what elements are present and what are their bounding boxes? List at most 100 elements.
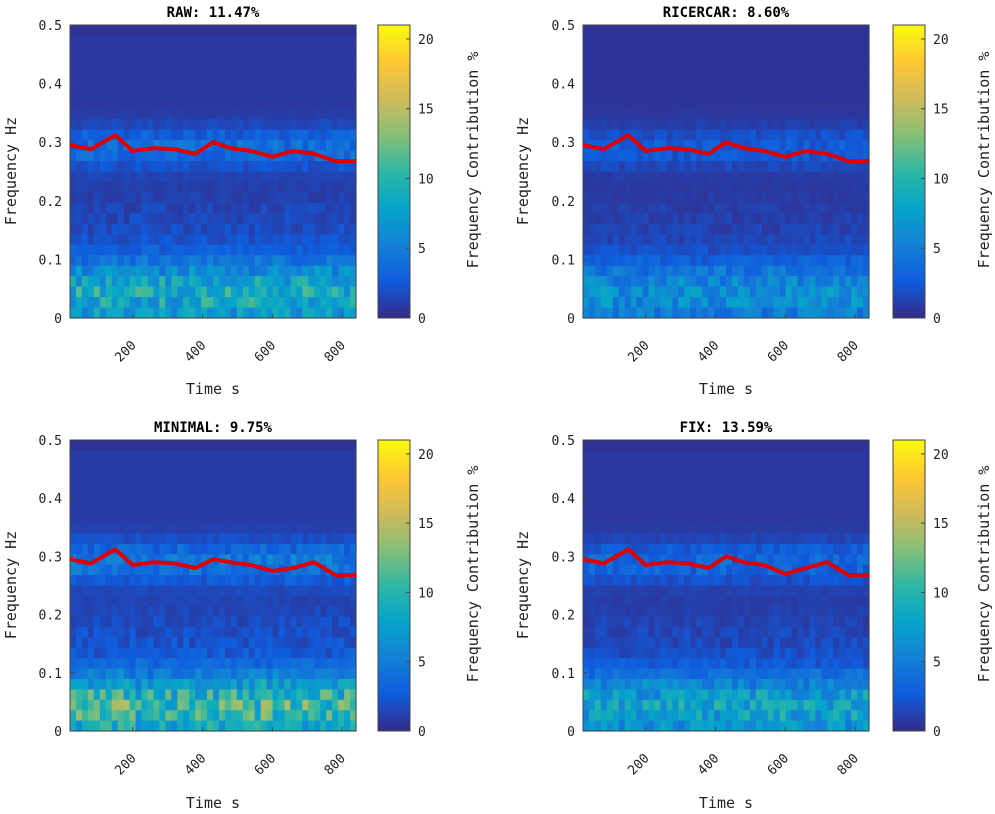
heatmap-cell <box>594 234 602 246</box>
heatmap-cell <box>123 213 131 225</box>
heatmap-cell <box>290 533 298 545</box>
heatmap-cell <box>75 460 83 472</box>
heatmap-cell <box>201 181 208 194</box>
heatmap-cell <box>93 234 101 246</box>
heatmap-cell <box>272 689 280 701</box>
heatmap-cell <box>278 234 286 246</box>
heatmap-cell <box>791 502 799 514</box>
heatmap-cell <box>117 512 125 524</box>
heatmap-cell <box>755 502 763 514</box>
heatmap-cell <box>827 181 834 194</box>
heatmap-cell <box>863 471 870 483</box>
heatmap-cell <box>654 244 662 256</box>
heatmap-cell <box>350 171 357 183</box>
heatmap-cell <box>147 606 155 618</box>
heatmap-cell <box>743 471 751 483</box>
heatmap-cell <box>785 491 793 503</box>
heatmap-cell <box>129 689 137 701</box>
heatmap-cell <box>731 543 739 555</box>
heatmap-cell <box>755 244 763 256</box>
heatmap-cell <box>594 98 602 110</box>
heatmap-cell <box>177 647 184 659</box>
heatmap-cell <box>737 606 745 618</box>
heatmap-cell <box>105 491 113 503</box>
heatmap-cell <box>111 87 119 99</box>
heatmap-cell <box>672 119 679 131</box>
heatmap-cell <box>278 471 286 483</box>
heatmap-cell <box>302 637 309 649</box>
heatmap-cell <box>648 192 656 204</box>
heatmap-cell <box>642 297 650 309</box>
heatmap-cell <box>99 647 107 659</box>
heatmap-cell <box>654 440 662 451</box>
heatmap-cell <box>296 585 303 597</box>
heatmap-cell <box>660 202 668 214</box>
heatmap-cell <box>93 119 101 131</box>
heatmap-cell <box>117 150 125 162</box>
heatmap-cell <box>642 129 650 141</box>
heatmap-cell <box>207 637 214 649</box>
plot-frame <box>69 24 357 319</box>
heatmap-cell <box>636 450 644 462</box>
heatmap-cell <box>326 533 333 545</box>
heatmap-cell <box>809 98 816 110</box>
heatmap-cell <box>600 595 608 607</box>
heatmap-cell <box>714 77 721 89</box>
heatmap-cell <box>714 98 721 110</box>
heatmap-cell <box>296 234 303 246</box>
heatmap-cell <box>672 66 679 78</box>
heatmap-cell <box>105 286 113 298</box>
heatmap-cell <box>827 460 834 472</box>
heatmap-cell <box>833 35 840 47</box>
heatmap-cell <box>833 171 840 183</box>
heatmap-cell <box>183 265 190 277</box>
heatmap-cell <box>338 276 345 288</box>
heatmap-cell <box>809 523 816 535</box>
heatmap-cell <box>326 171 333 183</box>
heatmap-cell <box>827 202 834 214</box>
heatmap-cell <box>618 575 626 587</box>
heatmap-cell <box>99 297 107 309</box>
heatmap-cell <box>135 440 143 451</box>
heatmap-cell <box>731 87 739 99</box>
heatmap-cell <box>720 77 727 89</box>
heatmap-cell <box>809 129 816 141</box>
heatmap-cell <box>702 244 709 256</box>
heatmap-cell <box>767 150 775 162</box>
heatmap-cell <box>332 554 339 566</box>
heatmap-cell <box>684 585 691 597</box>
heatmap-cell <box>75 543 83 555</box>
heatmap-cell <box>260 471 268 483</box>
heatmap-cell <box>218 171 226 183</box>
heatmap-cell <box>314 564 321 576</box>
heatmap-cell <box>105 440 113 451</box>
heatmap-cell <box>588 25 596 37</box>
heatmap-cell <box>642 575 650 587</box>
heatmap-cell <box>684 554 691 566</box>
heatmap-cell <box>791 129 799 141</box>
heatmap-cell <box>320 450 327 462</box>
heatmap-cell <box>338 585 345 597</box>
heatmap-cell <box>105 699 113 711</box>
heatmap-cell <box>761 265 769 277</box>
heatmap-cell <box>183 554 190 566</box>
heatmap-cell <box>785 98 793 110</box>
heatmap-cell <box>344 244 351 256</box>
heatmap-cell <box>785 286 793 298</box>
heatmap-cell <box>594 171 602 183</box>
heatmap-cell <box>123 276 131 288</box>
heatmap-cell <box>791 554 799 566</box>
heatmap-area <box>70 440 357 732</box>
heatmap-cell <box>708 512 715 524</box>
heatmap-cell <box>583 543 590 555</box>
heatmap-cell <box>636 481 644 493</box>
heatmap-cell <box>189 679 196 691</box>
y-axis-ticks: 00.10.20.30.40.5 <box>39 19 74 327</box>
heatmap-cell <box>159 192 166 204</box>
heatmap-cell <box>654 77 662 89</box>
heatmap-cell <box>648 181 656 194</box>
heatmap-cell <box>141 471 149 483</box>
heatmap-cell <box>171 699 178 711</box>
heatmap-cell <box>218 56 226 68</box>
heatmap-cell <box>666 575 673 587</box>
